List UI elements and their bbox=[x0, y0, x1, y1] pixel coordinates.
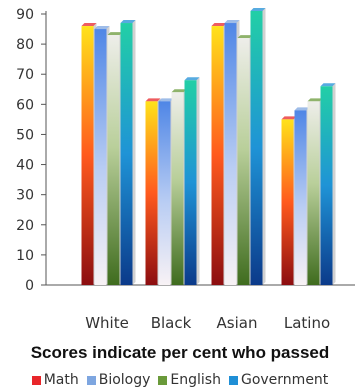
y-tick-label: 0 bbox=[25, 278, 34, 294]
bar-top-english-black bbox=[171, 89, 187, 93]
bar-chart: 0 10 20 30 40 50 60 70 80 90 White Black Asian Latin… bbox=[16, 7, 355, 362]
legend-label: Math bbox=[43, 372, 79, 388]
bar-top-government-white bbox=[120, 20, 136, 24]
bar-side-government-white bbox=[132, 20, 136, 286]
bar-government-white bbox=[120, 23, 133, 286]
bar-biology-asian bbox=[224, 23, 237, 286]
x-category-label: Latino bbox=[284, 314, 330, 332]
bar-top-english-asian bbox=[237, 35, 253, 39]
legend-item-biology: Biology bbox=[86, 372, 151, 388]
x-axis-labels: White Black Asian Latino bbox=[85, 314, 330, 332]
bar-biology-white bbox=[94, 29, 107, 285]
y-tick-label: 30 bbox=[16, 188, 34, 204]
bar-government-asian bbox=[250, 10, 263, 285]
bar-english-asian bbox=[237, 38, 250, 285]
y-tick-label: 50 bbox=[16, 127, 34, 143]
chart-subtitle: Scores indicate per cent who passed bbox=[31, 343, 330, 362]
bar-top-government-asian bbox=[250, 7, 266, 11]
y-tick-label: 10 bbox=[16, 248, 34, 264]
bar-math-asian bbox=[211, 26, 224, 286]
bar-top-biology-asian bbox=[224, 20, 240, 24]
bar-top-biology-latino bbox=[294, 107, 310, 111]
y-tick-label: 60 bbox=[16, 97, 34, 113]
bar-english-latino bbox=[307, 101, 320, 285]
bar-math-black bbox=[145, 101, 158, 285]
y-tick-label: 80 bbox=[16, 37, 34, 53]
legend-label: English bbox=[170, 372, 221, 388]
legend-swatch-biology bbox=[86, 375, 96, 385]
legend-label: Biology bbox=[98, 372, 151, 388]
bar-math-latino bbox=[281, 119, 294, 285]
legend-item-english: English bbox=[158, 372, 221, 388]
x-category-label: White bbox=[85, 314, 129, 332]
bar-series bbox=[81, 7, 336, 286]
bar-top-english-latino bbox=[307, 98, 323, 102]
y-axis-ticks: 0 10 20 30 40 50 60 70 80 90 bbox=[16, 7, 46, 294]
legend-swatch-math bbox=[31, 375, 41, 385]
bar-top-english-white bbox=[107, 32, 123, 36]
bar-top-biology-white bbox=[94, 26, 110, 30]
bar-math-white bbox=[81, 26, 94, 286]
bar-top-math-asian bbox=[211, 23, 227, 27]
bar-top-math-latino bbox=[281, 116, 297, 120]
bar-top-math-black bbox=[145, 98, 161, 102]
bar-government-black bbox=[184, 80, 197, 285]
bar-english-black bbox=[171, 92, 184, 286]
bar-side-government-black bbox=[196, 77, 200, 285]
chart-legend: Math Biology English Government bbox=[0, 370, 360, 390]
legend-swatch-english bbox=[158, 375, 168, 385]
legend-item-government: Government bbox=[228, 372, 329, 388]
legend-label: Government bbox=[240, 372, 329, 388]
bar-top-government-black bbox=[184, 77, 200, 81]
bar-biology-black bbox=[158, 101, 171, 285]
bar-top-math-white bbox=[81, 23, 97, 27]
x-category-label: Black bbox=[151, 314, 192, 332]
bar-english-white bbox=[107, 35, 120, 286]
legend-item-math: Math bbox=[31, 372, 79, 388]
bar-side-government-latino bbox=[332, 83, 336, 286]
y-tick-label: 90 bbox=[16, 7, 34, 23]
bar-government-latino bbox=[320, 86, 333, 286]
bar-side-government-asian bbox=[262, 7, 266, 285]
x-category-label: Asian bbox=[217, 314, 258, 332]
bar-top-biology-black bbox=[158, 98, 174, 102]
bar-top-government-latino bbox=[320, 83, 336, 87]
y-tick-label: 20 bbox=[16, 218, 34, 234]
legend-swatch-government bbox=[228, 375, 238, 385]
y-tick-label: 70 bbox=[16, 67, 34, 83]
bar-biology-latino bbox=[294, 110, 307, 285]
y-tick-label: 40 bbox=[16, 158, 34, 174]
